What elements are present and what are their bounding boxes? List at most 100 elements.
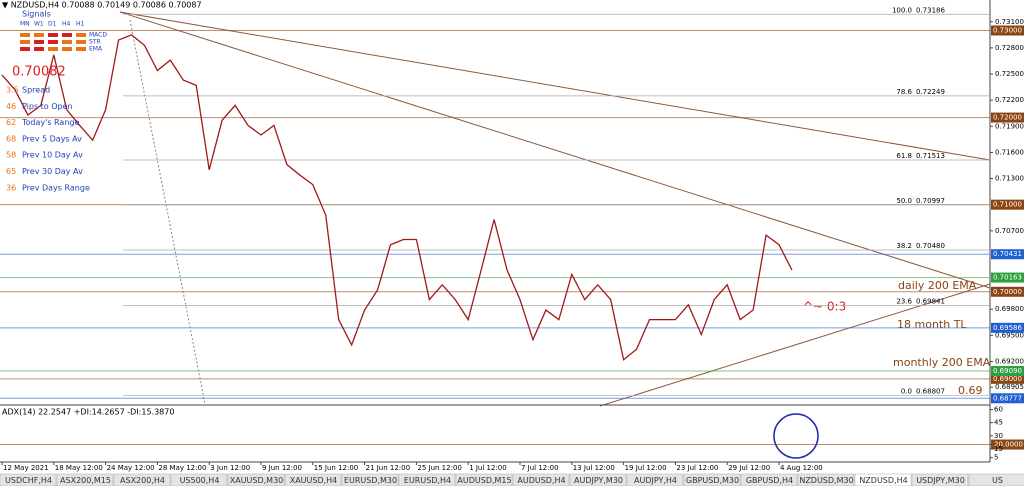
tab-label[interactable]: EURUSD,M30 <box>344 476 397 485</box>
annotation: 18 month TL <box>897 318 967 331</box>
x-tick-label: 1 Jul 12:00 <box>469 464 507 472</box>
tab[interactable]: AUDUSD,M15 <box>455 473 513 486</box>
y-tick-label: 0.71600 <box>995 148 1024 156</box>
level-label: 0.73000 <box>993 26 1022 34</box>
tab-bg <box>170 473 228 486</box>
signals-title: Signals <box>22 10 51 19</box>
tab-label[interactable]: ASX200,M15 <box>60 476 111 485</box>
level-box <box>991 272 1024 283</box>
tab[interactable]: ASX200,M15 <box>56 473 114 486</box>
tab-label[interactable]: AUDJPY,H4 <box>634 476 677 485</box>
x-tick-label: 24 May 12:00 <box>107 464 155 472</box>
tab-bg <box>398 473 456 486</box>
x-tick-label: 15 Jun 12:00 <box>314 464 358 472</box>
signal-box <box>62 40 72 44</box>
signal-box <box>76 40 86 44</box>
stat-label: Prev 10 Day Av <box>22 151 83 160</box>
level-box <box>991 393 1024 404</box>
tab-label[interactable]: GBPUSD,H4 <box>746 476 793 485</box>
tab[interactable]: NZDUSD,H4 <box>854 473 912 486</box>
level-box <box>991 25 1024 36</box>
tab[interactable]: ASX200,H4 <box>113 473 171 486</box>
x-tick-label: 3 Jun 12:00 <box>210 464 250 472</box>
tab-bg <box>341 473 399 486</box>
stat-value: 65 <box>6 167 16 176</box>
tab-label[interactable]: NZDUSD,M30 <box>799 476 853 485</box>
tab[interactable]: XAUUSD,H4 <box>284 473 342 486</box>
tab-label[interactable]: US500,H4 <box>180 476 220 485</box>
x-tick-label: 21 Jun 12:00 <box>366 464 410 472</box>
signal-box <box>20 33 30 37</box>
level-label: 0.70000 <box>993 288 1022 296</box>
chart-title: ▼ NZDUSD,H4 0.70088 0.70149 0.70086 0.70… <box>2 1 202 10</box>
stat-value: 62 <box>6 118 16 127</box>
trend-line <box>119 11 991 289</box>
fib-price: 0.70480 <box>916 242 945 250</box>
x-tick-label: 4 Aug 12:00 <box>780 464 823 472</box>
signal-box <box>76 33 86 37</box>
indicator-tick-label: 20.0000 <box>994 441 1023 449</box>
tab-label[interactable]: AUDUSD,M15 <box>457 476 511 485</box>
level-box <box>991 366 1024 377</box>
tab-label[interactable]: AUDJPY,M30 <box>574 476 623 485</box>
price-line <box>1 34 793 361</box>
tab-label[interactable]: ASX200,H4 <box>120 476 165 485</box>
stat-value: 3.5 <box>6 86 19 95</box>
tab[interactable]: USDCHF,H4 <box>0 473 57 486</box>
tab-bg <box>569 473 627 486</box>
level-box <box>991 322 1024 333</box>
tab[interactable]: EURUSD,M30 <box>341 473 399 486</box>
tab[interactable]: GBPUSD,M30 <box>683 473 741 486</box>
fib-ratio: 50.0 <box>896 197 912 205</box>
stat-label: Prev 5 Days Av <box>22 134 82 143</box>
tab[interactable]: US <box>968 473 1024 486</box>
fib-price: 0.72249 <box>916 88 945 96</box>
x-tick-label: 29 Jul 12:00 <box>728 464 770 472</box>
y-tick-label: 0.72800 <box>995 44 1024 52</box>
tab-label[interactable]: XAUUSD,M30 <box>230 476 284 485</box>
stat-label: Prev Days Range <box>22 183 90 192</box>
tab[interactable]: USDJPY,M30 <box>911 473 969 486</box>
fib-ratio: 38.2 <box>896 242 912 250</box>
signal-box <box>34 40 44 44</box>
tab[interactable]: AUDJPY,M30 <box>569 473 627 486</box>
tab-bg <box>56 473 114 486</box>
indicator-tick-label: 15 <box>994 445 1003 453</box>
indicator-tick-label: 45 <box>994 419 1003 427</box>
y-tick-label: 0.69200 <box>995 357 1024 365</box>
tab-label[interactable]: US <box>992 476 1003 485</box>
level-box <box>991 439 1024 450</box>
tab-label[interactable]: AUDUSD,H4 <box>517 476 565 485</box>
annotation: 0.69 <box>958 384 983 397</box>
tab-bg <box>854 473 912 486</box>
tab[interactable]: NZDUSD,M30 <box>797 473 855 486</box>
tab-label[interactable]: GBPUSD,M30 <box>686 476 739 485</box>
signal-box <box>62 47 72 51</box>
highlight-circle <box>773 413 819 459</box>
y-tick-label: 0.71900 <box>995 122 1024 130</box>
tab[interactable]: US500,H4 <box>170 473 228 486</box>
tab-label[interactable]: XAUUSD,H4 <box>290 476 338 485</box>
timeframe: D1 <box>48 21 57 28</box>
tab-label[interactable]: EURUSD,H4 <box>404 476 451 485</box>
tab[interactable]: AUDJPY,H4 <box>626 473 684 486</box>
tab-label[interactable]: NZDUSD,H4 <box>859 476 907 485</box>
timeframe: H1 <box>76 21 85 28</box>
x-tick-label: 9 Jun 12:00 <box>262 464 302 472</box>
tab[interactable]: AUDUSD,H4 <box>512 473 570 486</box>
x-tick-label: 28 May 12:00 <box>158 464 206 472</box>
tab[interactable]: XAUUSD,M30 <box>227 473 285 486</box>
tab-label[interactable]: USDJPY,M30 <box>916 476 965 485</box>
signal-box <box>48 33 58 37</box>
y-tick-label: 0.68905 <box>995 383 1024 391</box>
tab[interactable]: EURUSD,H4 <box>398 473 456 486</box>
tab-bg <box>227 473 285 486</box>
fib-ratio: 61.8 <box>896 152 912 160</box>
tab-label[interactable]: USDCHF,H4 <box>5 476 52 485</box>
tab[interactable]: GBPUSD,H4 <box>740 473 798 486</box>
timeframe: MN <box>20 21 30 28</box>
x-tick-label: 7 Jul 12:00 <box>521 464 559 472</box>
stat-label: Spread <box>22 86 50 95</box>
tab-bg <box>683 473 741 486</box>
